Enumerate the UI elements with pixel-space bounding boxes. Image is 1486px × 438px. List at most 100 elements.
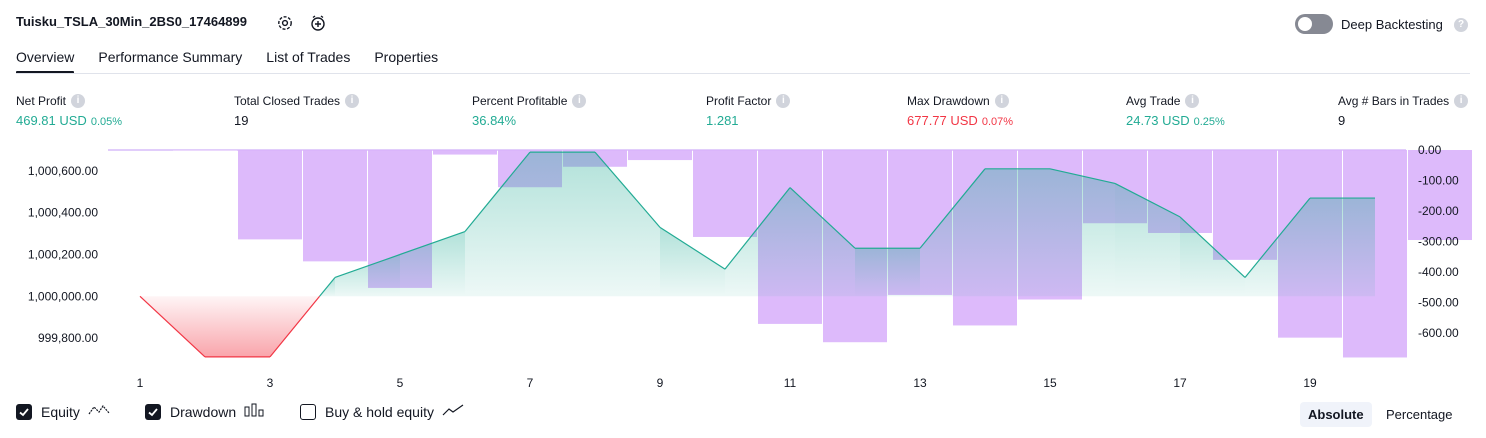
equity-line-segment [724, 187, 791, 270]
tabs-divider [16, 73, 1470, 74]
equity-label: Equity [41, 403, 80, 420]
equity-profit-area [1245, 198, 1310, 297]
drawdown-bar [693, 150, 757, 237]
strategy-title: Tuisku_TSLA_30Min_2BS0_17464899 [16, 14, 247, 29]
right-axis-tick-label: 0.00 [1418, 143, 1442, 157]
x-axis-tick-label: 13 [913, 376, 927, 390]
metric-value: 677.77 USD [907, 113, 978, 128]
info-icon[interactable]: i [1454, 94, 1469, 108]
equity-profit-area [725, 187, 790, 297]
metric-label: Net Profit [16, 94, 67, 108]
equity-loss-area [205, 296, 270, 357]
percentage-button[interactable]: Percentage [1386, 407, 1453, 422]
drawdown-bar [1213, 150, 1277, 260]
left-axis-tick-label: 1,000,000.00 [28, 289, 98, 303]
tab-performance-summary[interactable]: Performance Summary [98, 49, 243, 65]
tab-bar: Overview Performance Summary List of Tra… [16, 49, 462, 74]
metric-value: 9 [1338, 113, 1346, 128]
tab-properties[interactable]: Properties [374, 49, 439, 65]
x-axis-tick-label: 11 [784, 376, 797, 390]
x-axis-tick-label: 7 [527, 376, 534, 390]
equity-drawdown-chart[interactable]: 1,000,600.00 1,000,400.00 1,000,200.00 1,00… [0, 135, 1486, 395]
metric-value: 36.84% [472, 113, 517, 128]
equity-series [139, 151, 1375, 358]
right-axis-tick-label: -100.00 [1418, 174, 1459, 188]
equity-line-segment [1179, 216, 1246, 278]
drawdown-bar [173, 150, 237, 151]
add-alert-icon[interactable] [308, 13, 328, 33]
metric-label: Avg # Bars in Trades [1338, 94, 1450, 108]
equity-line-segment [334, 253, 401, 279]
equity-profit-area [465, 152, 530, 297]
metric-avg-bars-in-trades: Avg # Bars in Trades i 9 [1338, 94, 1469, 128]
x-axis-tick-label: 5 [397, 376, 404, 390]
buy-hold-label: Buy & hold equity [325, 403, 434, 420]
right-axis-tick-label: -300.00 [1418, 235, 1459, 249]
equity-profit-area [920, 168, 985, 297]
equity-profit-area [1050, 168, 1115, 297]
metric-label: Profit Factor [706, 94, 772, 108]
equity-line-segment [319, 277, 336, 297]
metric-label: Max Drawdown [907, 94, 990, 108]
x-axis-tick-label: 19 [1303, 376, 1317, 390]
x-axis-tick-label: 3 [267, 376, 274, 390]
metric-net-profit: Net Profit i 469.81 USD 0.05% [16, 94, 122, 128]
tab-list-of-trades[interactable]: List of Trades [266, 49, 351, 65]
metric-avg-trade: Avg Trade i 24.73 USD 0.25% [1126, 94, 1225, 128]
drawdown-bar [1408, 150, 1472, 241]
equity-profit-area [790, 187, 855, 297]
metric-total-closed-trades: Total Closed Trades i 19 [234, 94, 360, 128]
info-icon[interactable]: i [71, 94, 86, 108]
equity-checkbox[interactable] [16, 403, 32, 420]
equity-line-icon [88, 403, 110, 420]
legend-equity[interactable]: Equity [16, 403, 110, 420]
metric-profit-factor: Profit Factor i 1.281 [706, 94, 791, 128]
legend-buy-hold[interactable]: Buy & hold equity [300, 403, 464, 420]
x-axis: 1 3 5 7 9 11 13 15 17 19 [137, 376, 1317, 390]
info-icon[interactable]: i [776, 94, 791, 108]
x-axis-tick-label: 9 [657, 376, 664, 390]
info-icon[interactable]: i [1185, 94, 1200, 108]
absolute-button[interactable]: Absolute [1300, 402, 1372, 427]
buy-hold-checkbox[interactable] [300, 403, 316, 420]
equity-line-segment [269, 295, 321, 358]
info-icon[interactable]: i [572, 94, 587, 108]
equity-line-segment [1244, 197, 1311, 278]
right-axis-tick-label: -400.00 [1418, 265, 1459, 279]
metric-label: Total Closed Trades [234, 94, 341, 108]
info-icon[interactable]: i [345, 94, 360, 108]
equity-profit-area [595, 152, 660, 297]
left-axis-tick-label: 999,800.00 [38, 331, 98, 345]
info-icon[interactable]: i [994, 94, 1009, 108]
deep-backtesting-label: Deep Backtesting [1341, 17, 1443, 32]
drawdown-label: Drawdown [170, 403, 237, 420]
equity-profit-area [855, 248, 920, 297]
deep-backtesting-toggle[interactable] [1295, 14, 1333, 34]
help-icon[interactable]: ? [1454, 18, 1468, 32]
equity-profit-area [319, 277, 335, 297]
drawdown-bar [238, 150, 302, 240]
equity-line-segment [919, 168, 986, 249]
drawdown-bars-icon [244, 403, 266, 420]
left-axis-tick-label: 1,000,600.00 [28, 164, 98, 178]
equity-line-segment [594, 151, 661, 228]
drawdown-checkbox[interactable] [145, 403, 161, 420]
equity-line-segment [1049, 168, 1116, 185]
metric-percent-profitable: Percent Profitable i 36.84% [472, 94, 587, 128]
right-axis-tick-label: -500.00 [1418, 296, 1459, 310]
metric-value: 469.81 USD [16, 113, 87, 128]
equity-line-segment [399, 230, 466, 256]
equity-profit-area [400, 231, 465, 297]
buy-hold-line-icon [442, 403, 464, 420]
settings-icon[interactable] [275, 13, 295, 33]
equity-line-segment [464, 151, 531, 232]
metric-value: 19 [234, 113, 249, 128]
equity-profit-area [335, 254, 400, 297]
equity-profit-area [1115, 183, 1180, 297]
legend-drawdown[interactable]: Drawdown [145, 403, 266, 420]
metric-label: Percent Profitable [472, 94, 568, 108]
tab-overview[interactable]: Overview [16, 49, 75, 74]
equity-line-segment [139, 295, 206, 358]
x-axis-tick-label: 15 [1043, 376, 1057, 390]
metric-label: Avg Trade [1126, 94, 1181, 108]
